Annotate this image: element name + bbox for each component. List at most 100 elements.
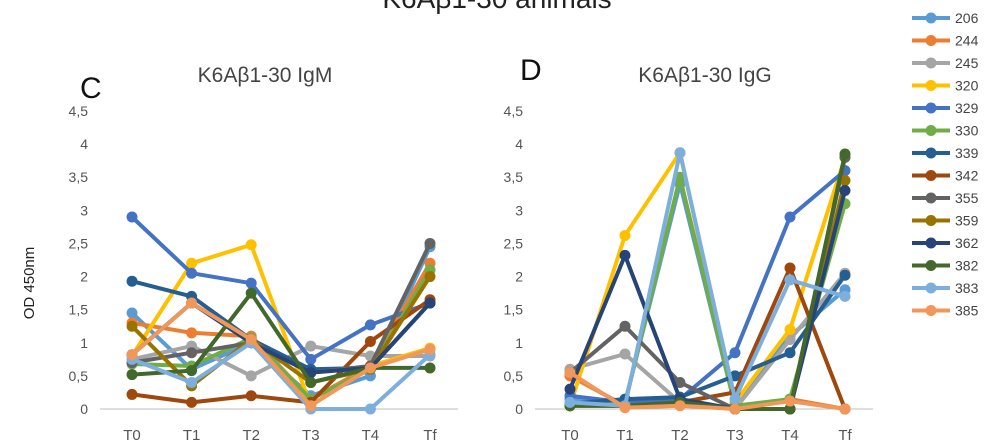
data-point	[305, 340, 317, 352]
data-point	[245, 287, 257, 299]
x-tick-label: T0	[123, 427, 141, 444]
y-tick-label: 2,5	[504, 235, 524, 251]
legend-label: 245	[955, 55, 979, 71]
figure-top-title: K6Aβ1-30 animals	[382, 0, 611, 14]
data-point	[186, 377, 198, 389]
data-point	[839, 269, 851, 281]
y-tick-label: 3,5	[69, 169, 89, 185]
legend-item: 362	[912, 235, 979, 251]
series-layer	[564, 147, 851, 415]
legend-label: 330	[955, 123, 979, 139]
data-point	[729, 403, 741, 415]
data-point	[245, 333, 257, 345]
x-tick-label: T1	[616, 427, 634, 444]
legend-item: 330	[912, 123, 979, 139]
data-point	[839, 184, 851, 196]
data-point	[619, 229, 631, 241]
series-385	[126, 297, 436, 412]
series-382	[126, 287, 436, 389]
data-point	[784, 333, 796, 345]
y-axis-label: OD 450nm	[21, 247, 38, 320]
legend-swatch-marker	[925, 282, 937, 294]
legend-item: 339	[912, 145, 979, 161]
y-tick-label: 4	[80, 136, 88, 152]
legend-swatch-marker	[925, 80, 937, 91]
data-point	[619, 348, 631, 360]
legend-label: 362	[955, 235, 979, 251]
data-point	[564, 383, 576, 395]
legend-label: 206	[955, 10, 979, 26]
panel-letter: D	[520, 54, 542, 87]
legend-label: 339	[955, 145, 979, 161]
legend-label: 355	[955, 190, 979, 206]
data-point	[245, 277, 257, 289]
y-tick-label: 4	[515, 136, 523, 152]
x-tick-label: T4	[781, 427, 799, 444]
y-tick-label: 4,5	[69, 103, 89, 119]
data-point	[186, 257, 198, 269]
data-point	[186, 365, 198, 377]
legend-swatch-marker	[925, 12, 937, 24]
data-point	[424, 271, 436, 283]
data-point	[126, 320, 138, 332]
series-385	[564, 367, 851, 415]
panel-igm: C K6Aβ1-30 IgM 0 0,5 1 1,5 2 2,5 3 3,5 4 4,5 T0 T1 T…	[69, 64, 458, 444]
data-point	[674, 400, 686, 412]
series-line	[568, 150, 847, 408]
x-tick-label: T3	[726, 427, 744, 444]
data-point	[784, 324, 796, 336]
data-point	[674, 377, 686, 389]
legend-label: 320	[955, 78, 979, 94]
data-point	[839, 175, 851, 187]
data-point	[364, 319, 376, 331]
data-point	[245, 390, 257, 402]
chart-title: K6Aβ1-30 IgM	[198, 64, 333, 87]
y-tick-label: 1,5	[504, 302, 524, 318]
y-tick-label: 3	[80, 202, 88, 218]
data-point	[839, 290, 851, 302]
legend-swatch-marker	[925, 147, 937, 159]
legend-item: 329	[912, 100, 979, 116]
x-tick-label: T4	[362, 427, 380, 444]
data-point	[126, 369, 138, 381]
data-point	[674, 147, 686, 159]
data-point	[126, 275, 138, 287]
series-line	[130, 274, 432, 388]
series-line	[130, 297, 432, 405]
data-point	[126, 211, 138, 223]
legend-swatch-marker	[925, 35, 937, 46]
y-tick-label: 1	[80, 335, 88, 351]
x-tick-label: T1	[183, 427, 201, 444]
data-point	[126, 349, 138, 361]
data-point	[245, 370, 257, 382]
legend-swatch-marker	[925, 102, 937, 114]
legend-item: 206	[912, 10, 979, 26]
data-point	[186, 327, 198, 339]
data-point	[839, 403, 851, 415]
data-point	[424, 237, 436, 249]
legend-swatch-marker	[925, 305, 937, 316]
data-point	[619, 249, 631, 261]
y-tick-label: 3	[515, 202, 523, 218]
y-tick-label: 2	[80, 269, 88, 285]
data-point	[564, 396, 576, 408]
legend-label: 342	[955, 168, 979, 184]
legend-item: 383	[912, 280, 979, 296]
y-tick-label: 2,5	[69, 235, 89, 251]
y-tick-label: 0	[515, 401, 523, 417]
y-tick-label: 0,5	[69, 368, 89, 384]
y-tick-label: 1	[515, 335, 523, 351]
legend-item: 355	[912, 190, 979, 206]
x-tick-label: T2	[671, 427, 689, 444]
data-point	[424, 343, 436, 355]
legend-item: 385	[912, 303, 979, 319]
data-point	[305, 377, 317, 389]
data-point	[305, 400, 317, 412]
chart-title: K6Aβ1-30 IgG	[638, 64, 772, 87]
data-point	[784, 211, 796, 223]
y-tick-label: 4,5	[504, 103, 524, 119]
legend-item: 320	[912, 78, 979, 94]
legend-swatch-marker	[925, 237, 937, 249]
legend-label: 329	[955, 100, 979, 116]
x-tick-label: T3	[302, 427, 320, 444]
